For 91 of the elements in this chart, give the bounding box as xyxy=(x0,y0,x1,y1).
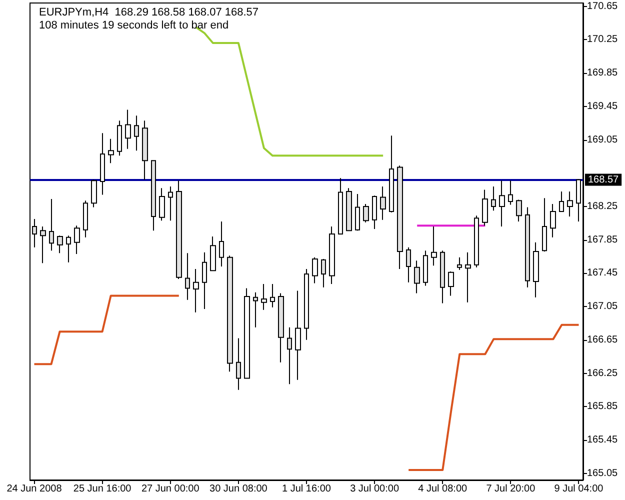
candlestick xyxy=(431,226,437,266)
candlestick xyxy=(372,195,377,230)
y-tick-label: 169.85 xyxy=(587,68,618,79)
y-tick-label: 167.05 xyxy=(587,301,618,312)
candlestick xyxy=(338,178,343,234)
candlestick xyxy=(210,236,216,272)
candlestick xyxy=(329,226,335,285)
candlestick xyxy=(542,198,547,252)
candlestick xyxy=(202,252,207,310)
candlestick xyxy=(508,180,513,206)
candlestick xyxy=(253,292,258,328)
candlestick xyxy=(151,160,156,232)
candlestick xyxy=(168,186,173,222)
candlestick xyxy=(465,252,471,303)
candlestick xyxy=(525,206,530,288)
y-tick-label: 166.65 xyxy=(587,334,618,346)
y-tick-label: 169.05 xyxy=(587,134,618,146)
candlestick xyxy=(406,246,411,283)
y-tick-label: 167.45 xyxy=(587,268,618,279)
candlestick xyxy=(74,225,80,255)
candlestick xyxy=(491,186,496,212)
x-tick-label: 30 Jun 08:00 xyxy=(210,484,268,494)
x-tick-label: 9 Jul 04:00 xyxy=(554,484,604,494)
text: 108 minutes 19 seconds left to bar end xyxy=(39,20,229,32)
y-tick-label: 170.25 xyxy=(587,34,618,46)
candlestick xyxy=(448,271,454,296)
candlestick xyxy=(261,284,267,310)
candlestick xyxy=(304,268,309,340)
candlestick xyxy=(457,256,462,270)
candlestick xyxy=(176,180,182,280)
candlestick xyxy=(219,220,224,268)
candlestick xyxy=(414,260,420,294)
candlestick xyxy=(40,226,46,264)
candlestick xyxy=(32,218,37,248)
candlestick xyxy=(474,215,479,268)
y-tick-label: 166.25 xyxy=(587,368,618,379)
x-tick-label: 1 Jul 16:00 xyxy=(282,484,332,494)
candlestick xyxy=(312,256,318,284)
y-tick-label: 165.05 xyxy=(587,468,618,479)
candlestick xyxy=(567,190,573,217)
candlestick xyxy=(236,338,241,390)
candlestick xyxy=(100,132,105,196)
candlestick xyxy=(49,198,54,252)
ref-line-label: 168.57 xyxy=(588,174,620,186)
candlestick xyxy=(278,292,284,363)
candlestick xyxy=(295,290,301,380)
candlestick xyxy=(66,235,71,263)
candlestick xyxy=(380,186,386,220)
y-tick-label: 165.85 xyxy=(587,401,618,412)
candlestick xyxy=(287,326,292,385)
candlestick xyxy=(159,188,165,222)
candlestick xyxy=(389,135,394,213)
candlestick xyxy=(576,178,581,222)
candlestick xyxy=(185,252,190,300)
x-tick-label: 24 Jun 2008 xyxy=(6,484,62,494)
candlestick xyxy=(397,165,403,270)
candlestick xyxy=(57,235,63,254)
candlestick xyxy=(134,115,139,152)
candlestick xyxy=(559,190,564,212)
x-tick-label: 27 Jun 00:00 xyxy=(141,484,200,494)
candlestick xyxy=(142,120,148,180)
y-tick-label: 165.45 xyxy=(587,434,618,446)
candlestick xyxy=(423,250,428,286)
candlestick xyxy=(193,268,199,313)
x-tick-label: 3 Jul 00:00 xyxy=(350,484,400,494)
candlestick xyxy=(550,203,556,238)
candlestick xyxy=(125,109,131,150)
candlestick xyxy=(482,189,488,226)
candlestick xyxy=(346,188,352,232)
y-tick-label: 169.45 xyxy=(587,100,618,112)
candlestick xyxy=(244,288,250,379)
x-tick-label: 4 Jul 08:00 xyxy=(418,484,468,494)
candlestick xyxy=(83,200,88,238)
x-tick-label: 7 Jul 20:00 xyxy=(486,484,536,494)
y-tick-label: 170.65 xyxy=(587,0,618,12)
y-tick-label: 167.85 xyxy=(587,234,618,246)
candlestick xyxy=(499,180,505,227)
candlestick xyxy=(355,193,360,232)
candlestick xyxy=(117,120,122,156)
x-tick-label: 25 Jun 16:00 xyxy=(73,484,132,494)
candlestick xyxy=(440,250,445,304)
candlestick xyxy=(91,179,97,208)
candlestick xyxy=(227,255,233,372)
candlestick xyxy=(363,203,369,223)
chart-title: EURJPYm,H4 168.29 168.58 168.07 168.57 xyxy=(39,6,259,18)
y-tick-label: 168.25 xyxy=(587,200,618,212)
candlestick xyxy=(270,284,275,308)
candlestick xyxy=(533,242,539,298)
candlestick xyxy=(516,199,522,222)
candlestick xyxy=(108,138,114,164)
candlestick xyxy=(321,258,326,288)
